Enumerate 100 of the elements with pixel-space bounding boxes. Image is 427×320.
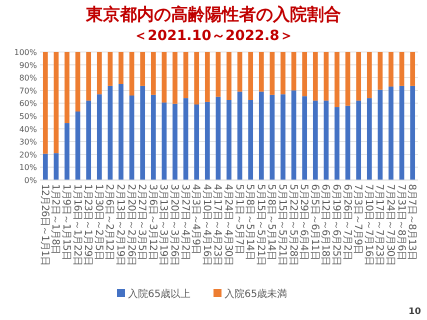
bar (388, 52, 394, 87)
x-tick-label: 6月26日～7月2日 (341, 184, 352, 260)
bar (280, 94, 286, 180)
x-tick-label: 7月3日～7月9日 (352, 184, 364, 254)
x-tick-label: 12月26日～1月1日 (38, 184, 50, 266)
bar (183, 98, 188, 180)
x-tick-label: 5月22日～5月28日 (287, 184, 298, 266)
bar (108, 86, 113, 180)
bar (86, 52, 92, 101)
y-tick-label: 0% (24, 176, 38, 185)
bar (75, 112, 80, 180)
bar (162, 102, 167, 180)
bar (162, 52, 167, 103)
bar (86, 100, 92, 180)
y-tick-label: 10% (19, 163, 38, 172)
x-tick-label: 4月3日～4月9日 (190, 184, 202, 254)
x-tick-label: 7月17日～7月23日 (374, 184, 385, 266)
bar (280, 52, 286, 94)
bar (129, 52, 134, 96)
bar (248, 52, 254, 100)
bar (108, 52, 113, 86)
bar (118, 52, 124, 84)
bar (75, 52, 80, 112)
text: 10 (408, 307, 421, 317)
bar (216, 96, 221, 180)
bar (237, 52, 242, 92)
x-tick-label: 1月23日～1月29日 (82, 184, 94, 266)
bar (248, 100, 254, 180)
y-tick-label: 80% (19, 74, 38, 83)
bar (226, 100, 232, 180)
y-tick-label: 50% (19, 112, 38, 121)
bar (150, 94, 156, 180)
chart-title: 東京都内の高齢陽性者の入院割合 (85, 5, 341, 25)
bar (312, 52, 318, 101)
bar (324, 100, 329, 180)
y-tick-label: 100% (14, 48, 38, 57)
bar (129, 96, 134, 180)
x-tick-label: 2月20日～2月26日 (125, 184, 136, 266)
bar (378, 52, 383, 90)
bar (172, 104, 178, 180)
bar (410, 52, 416, 86)
bar (312, 100, 318, 180)
x-tick-label: 3月20日～3月26日 (168, 184, 180, 266)
bar (96, 94, 102, 180)
legend-label: 入院65歳未満 (224, 288, 288, 300)
bar (140, 52, 146, 86)
x-tick-label: 3月13日～3月19日 (158, 184, 169, 266)
x-tick-label: 3月6日～3月12日 (146, 184, 158, 260)
x-tick-label: 6月19日～6月25日 (330, 184, 342, 266)
x-tick-label: 2月13日～2月19日 (114, 184, 126, 266)
x-tick-label: 5月29日～6月4日 (298, 184, 310, 260)
y-tick-label: 70% (19, 86, 38, 96)
x-tick-label: 6月12日～6月18日 (320, 184, 331, 266)
bar (140, 86, 146, 180)
x-tick-label: 5月8日～5月14日 (244, 184, 256, 260)
bar (366, 98, 372, 180)
bar (410, 86, 416, 180)
bar (258, 52, 264, 92)
bar (194, 52, 200, 104)
bar (172, 52, 178, 104)
bar (270, 52, 275, 95)
bar (291, 52, 296, 90)
bar (302, 52, 308, 96)
chart-subtitle: ＜2021.10～2022.8＞ (134, 28, 294, 44)
x-tick-label: 1月30日～2月5日 (92, 184, 104, 260)
x-tick-label: 5月8日～5月14日 (266, 184, 277, 260)
bar (150, 52, 156, 95)
y-tick-label: 30% (19, 138, 38, 147)
y-tick-label: 90% (19, 60, 38, 70)
x-tick-label: 1月9日～1月15日 (60, 184, 72, 260)
bar (334, 52, 340, 108)
x-tick-label: 4月24日～4月30日 (222, 184, 234, 266)
bar (42, 52, 48, 154)
x-tick-label: 7月24日～7月30日 (384, 184, 396, 266)
bar (366, 52, 372, 98)
bar (291, 90, 296, 180)
bar (324, 52, 329, 101)
bar (216, 52, 221, 97)
bar (183, 52, 188, 98)
x-tick-label: 8月7日～8月13日 (406, 184, 418, 260)
x-tick-label: 1月16日～1月22日 (71, 184, 82, 266)
x-tick-label: 1月2日～1月8日 (50, 184, 61, 254)
bar (194, 104, 200, 180)
x-tick-label: 4月17日～4月23日 (212, 184, 223, 266)
bar (96, 52, 102, 94)
bar (54, 52, 59, 154)
x-tick-label: 5月1日～5月7日 (233, 184, 244, 254)
x-tick-label: 2月27日～3月5日 (136, 184, 148, 260)
bar (399, 52, 404, 86)
x-tick-label: 6月5日～6月11日 (308, 184, 320, 260)
x-tick-label: 7月31日～8月6日 (395, 184, 406, 260)
y-tick-label: 40% (19, 124, 38, 134)
bar (345, 106, 350, 180)
legend-label: 入院65歳以上 (128, 288, 191, 300)
bar (204, 52, 210, 102)
bar (54, 153, 59, 180)
bar (388, 86, 394, 180)
x-tick-label: 4月10日～4月16日 (200, 184, 212, 266)
bar (204, 102, 210, 180)
bar (356, 100, 362, 180)
